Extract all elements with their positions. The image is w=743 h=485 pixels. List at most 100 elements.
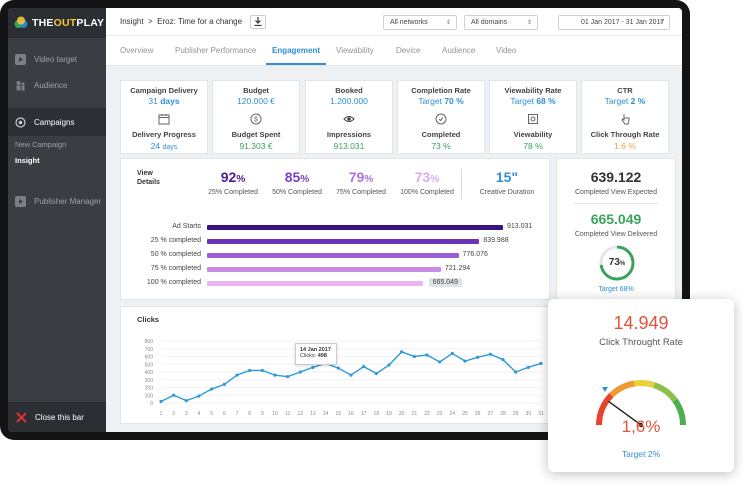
clicks-point[interactable] — [311, 365, 315, 369]
clicks-point[interactable] — [488, 352, 492, 356]
clicks-point[interactable] — [260, 368, 264, 373]
campaign-icon — [15, 116, 26, 128]
sidebar-item-video-target[interactable]: Video target — [8, 46, 106, 72]
kpi-card: Campaign Delivery 31 days Delivery Progr… — [120, 80, 208, 154]
bar-label: Ad Starts — [172, 223, 201, 230]
tab-device[interactable]: Device — [396, 46, 421, 55]
tab-audience[interactable]: Audience — [442, 46, 476, 55]
tab-video[interactable]: Video — [496, 46, 517, 55]
clicks-point[interactable] — [514, 370, 518, 374]
clicks-point[interactable] — [438, 360, 442, 364]
chevron-updown-icon: ⇕ — [658, 20, 664, 26]
sidebar-item-audience[interactable]: Audience — [8, 72, 106, 98]
quartile-number: 79 — [348, 169, 365, 185]
clicks-point[interactable] — [539, 361, 543, 366]
clicks-point[interactable] — [286, 375, 290, 379]
tab-publisher-performance[interactable]: Publisher Performance — [175, 46, 257, 55]
quartile-value: 73% — [397, 169, 457, 185]
quartile-number: 92 — [220, 169, 237, 185]
y-tick-label: 500 — [145, 362, 154, 368]
completion-donut — [599, 245, 635, 281]
y-tick-label: 200 — [145, 386, 154, 392]
clicks-point[interactable] — [526, 365, 530, 369]
x-tick-label: 12 — [298, 411, 304, 417]
networks-select[interactable]: All networks ⇕ — [383, 15, 457, 30]
y-tick-label: 700 — [145, 347, 154, 353]
tab-viewability[interactable]: Viewability — [336, 46, 374, 55]
x-tick-label: 1 — [160, 411, 163, 417]
clicks-point[interactable] — [197, 394, 201, 398]
clicks-point[interactable] — [349, 373, 353, 377]
gauge-hub — [638, 422, 644, 428]
chevron-updown-icon: ⇕ — [526, 20, 532, 26]
kpi-value-unit: 68 % — [536, 96, 556, 106]
quartile-number: 85 — [284, 169, 301, 185]
sidebar-item-publisher-manager[interactable]: Publisher Manager — [8, 188, 106, 214]
clicks-point[interactable] — [184, 399, 188, 403]
x-tick-label: 15 — [336, 411, 342, 417]
clicks-point[interactable] — [387, 363, 391, 367]
tab-overview[interactable]: Overview — [120, 46, 154, 55]
divider — [461, 169, 462, 199]
kpi-sub-main: 1.6 % — [614, 141, 636, 151]
kpi-value-unit: days — [160, 96, 180, 106]
quartile-label: 100% Completed — [400, 189, 454, 196]
gauge-arc-segment — [672, 398, 686, 426]
completion-bar — [207, 253, 459, 258]
kpi-title: CTR — [617, 86, 633, 95]
domains-select[interactable]: All domains ⇕ — [464, 15, 538, 30]
clicks-point[interactable] — [463, 359, 467, 363]
clicks-point[interactable] — [425, 353, 429, 357]
clicks-point[interactable] — [248, 368, 252, 373]
clicks-point[interactable] — [374, 371, 378, 376]
clicks-point[interactable] — [210, 387, 214, 391]
kpi-value-unit: 70 % — [444, 96, 464, 106]
x-tick-label: 16 — [348, 411, 354, 417]
clicks-point[interactable] — [273, 373, 277, 377]
sidebar-item-label: Video target — [34, 54, 77, 64]
close-bar-label: Close this bar — [35, 412, 84, 422]
x-tick-label: 7 — [236, 411, 239, 417]
kpi-sub-main: 78 % — [523, 141, 543, 151]
x-tick-label: 9 — [261, 411, 264, 417]
download-button[interactable] — [250, 14, 267, 29]
clicks-point[interactable] — [159, 399, 163, 404]
clicks-point[interactable] — [412, 354, 416, 359]
kpi-title: Completion Rate — [411, 86, 471, 95]
chevron-updown-icon: ⇕ — [445, 20, 451, 26]
clicks-point[interactable] — [450, 351, 454, 355]
kpi-value-unit: 2 % — [630, 96, 646, 106]
clicks-point[interactable] — [336, 366, 340, 370]
sidebar-subitem-new-campaign[interactable]: New Campaign — [15, 139, 67, 149]
date-range-select[interactable]: 01 Jan 2017 - 31 Jan 2017 ⇕ — [558, 15, 670, 30]
tab-engagement[interactable]: Engagement — [272, 46, 321, 55]
close-sidebar-button[interactable]: Close this bar — [8, 402, 106, 432]
clicks-point[interactable] — [298, 370, 302, 374]
clicks-point[interactable] — [222, 382, 226, 386]
completed-view-delivered-label: Completed View Delivered — [574, 231, 658, 238]
sidebar-item-campaigns[interactable]: Campaigns — [8, 108, 106, 136]
clicks-point[interactable] — [172, 393, 176, 397]
clicks-point[interactable] — [501, 358, 505, 362]
kpi-value-main: 31 — [148, 96, 158, 106]
bar-label: 75 % completed — [150, 265, 201, 272]
x-tick-label: 11 — [285, 411, 290, 417]
clicks-point[interactable] — [400, 350, 404, 354]
tooltip-label: Clicks: — [300, 353, 317, 359]
quartile-label: 25% Completed — [208, 189, 258, 196]
x-tick-label: 14 — [323, 411, 329, 417]
logo-text: THEOUTPLAY — [32, 17, 105, 29]
bar-label: 50 % completed — [150, 251, 201, 258]
quartile-value: 79% — [331, 169, 391, 185]
clicks-point[interactable] — [362, 364, 366, 369]
x-tick-label: 24 — [450, 411, 456, 417]
tab-bar: Overview Publisher Performance Engagemen… — [106, 36, 682, 66]
clicks-point[interactable] — [476, 355, 480, 359]
sidebar-subitem-insight[interactable]: Insight — [15, 155, 40, 165]
kpi-sub-value: 73 % — [398, 141, 484, 151]
completed-view-expected-value: 639.122 — [590, 169, 642, 185]
clicks-chart-card: Clicks 0 100 200 300 400 500 600 700 800 1 2 3 4 5 6 7 8… — [120, 306, 550, 424]
clicks-point[interactable] — [235, 373, 239, 377]
kpi-card: Completion Rate Target 70 % Completed 73… — [397, 80, 485, 154]
